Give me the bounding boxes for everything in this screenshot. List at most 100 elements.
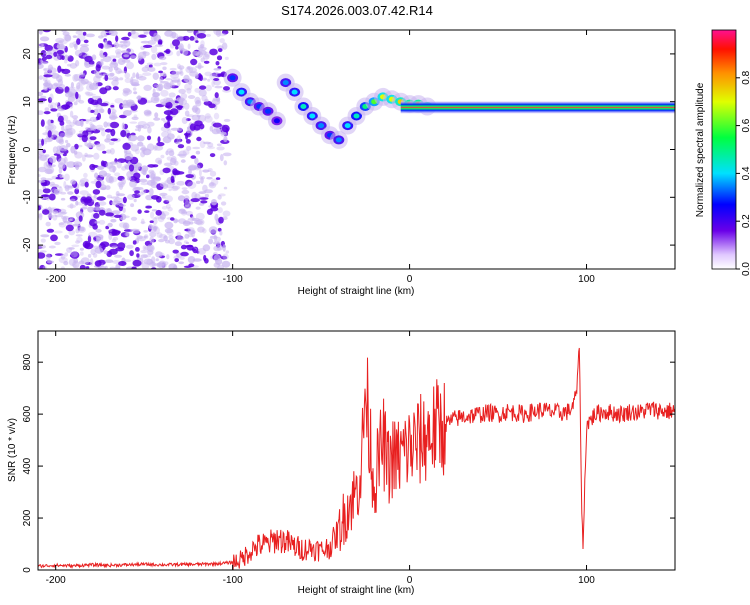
heatmap-trace-core (309, 113, 316, 119)
heatmap-speckle (143, 31, 149, 35)
heatmap-speckle (117, 181, 125, 188)
heatmap-speckle (164, 239, 171, 244)
heatmap-speckle (198, 46, 207, 51)
heatmap-speckle (89, 163, 96, 171)
heatmap-speckle (187, 256, 196, 264)
heatmap-speckle (110, 104, 115, 108)
heatmap-speckle (91, 95, 102, 99)
heatmap-speckle (155, 251, 163, 258)
heatmap-speckle (197, 62, 202, 70)
heatmap-speckle (164, 30, 174, 37)
heatmap-speckle (197, 226, 205, 233)
heatmap-speckle (42, 149, 46, 154)
heatmap-speckle (212, 97, 221, 102)
heatmap-speckle (116, 51, 121, 59)
y-tick-label: -20 (22, 237, 33, 252)
heatmap-speckle (178, 48, 186, 53)
snr-y-ticks: 0 200 400 600 800 (22, 353, 675, 573)
heatmap-trace-core (344, 123, 351, 129)
heatmap-y-ticks: -20 -10 0 10 20 (22, 48, 675, 252)
heatmap-speckle (187, 181, 197, 189)
heatmap-speckle (195, 100, 202, 107)
heatmap-speckle (186, 30, 194, 33)
heatmap-speckle (59, 191, 67, 195)
heatmap-speckle (130, 216, 138, 221)
heatmap-speckle (109, 72, 115, 77)
heatmap-speckle (177, 138, 183, 142)
heatmap-speckle (160, 62, 168, 66)
heatmap-speckle (114, 77, 120, 82)
heatmap-speckle (143, 235, 148, 238)
heatmap-speckle (123, 259, 132, 263)
heatmap-speckle (174, 258, 179, 263)
heatmap-speckle (39, 250, 47, 253)
heatmap-speckle (172, 168, 178, 176)
colorbar-tick-label: 0.8 (741, 70, 750, 84)
heatmap-speckle (201, 95, 208, 102)
heatmap-speckle (122, 142, 131, 150)
heatmap-speckle (140, 249, 148, 254)
heatmap-speckle (75, 200, 79, 206)
heatmap-speckle (73, 101, 78, 106)
heatmap-x-label: Height of straight line (km) (298, 286, 415, 297)
heatmap-speckle (57, 211, 67, 215)
heatmap-speckle (66, 247, 73, 254)
heatmap-speckle (88, 63, 94, 67)
heatmap-speckle (197, 50, 202, 55)
heatmap-speckle (75, 162, 80, 171)
heatmap-speckle (96, 143, 106, 151)
heatmap-speckle (196, 250, 200, 254)
heatmap-speckle (43, 137, 53, 143)
heatmap-speckle (223, 136, 228, 143)
heatmap-speckle (158, 238, 165, 243)
heatmap-speckle (64, 86, 70, 94)
heatmap-speckle (155, 209, 162, 216)
heatmap-speckle (67, 204, 77, 209)
heatmap-speckle (150, 173, 156, 181)
heatmap-speckle (209, 73, 217, 77)
heatmap-speckle (113, 214, 122, 218)
heatmap-speckle (69, 62, 78, 69)
heatmap-speckle (135, 247, 140, 252)
heatmap-speckle (164, 228, 174, 234)
heatmap-speckle (163, 97, 171, 103)
heatmap-speckle (156, 262, 163, 268)
heatmap-speckle (63, 181, 67, 189)
heatmap-speckle (57, 115, 64, 123)
heatmap-speckle (108, 233, 113, 240)
heatmap-speckle (87, 93, 96, 96)
heatmap-speckle (183, 195, 190, 201)
heatmap-speckle (92, 252, 98, 258)
heatmap-speckle (157, 136, 161, 143)
heatmap-speckle (94, 141, 100, 145)
heatmap-speckle (151, 35, 155, 41)
heatmap-speckle (80, 119, 84, 127)
heatmap-speckle (123, 89, 133, 95)
heatmap-speckle (147, 164, 156, 168)
heatmap-speckle (195, 40, 199, 43)
heatmap-speckle (107, 77, 114, 80)
heatmap-speckle (124, 225, 128, 230)
heatmap-speckle (189, 36, 195, 41)
heatmap-speckle (67, 55, 74, 62)
heatmap-speckle (184, 228, 191, 232)
heatmap-speckle (134, 128, 139, 131)
heatmap-speckle (179, 208, 186, 212)
heatmap-speckle (196, 136, 202, 142)
heatmap-speckle (203, 60, 210, 64)
heatmap-speckle (44, 125, 55, 130)
heatmap-speckle (149, 236, 155, 244)
heatmap-speckle (46, 260, 55, 264)
heatmap-speckle (121, 59, 131, 63)
heatmap-speckle (100, 102, 109, 107)
heatmap-speckle (43, 161, 48, 170)
heatmap-speckle (92, 119, 98, 122)
heatmap-speckle (141, 66, 149, 73)
heatmap-speckle (212, 122, 222, 128)
heatmap-speckle (204, 115, 213, 123)
heatmap-speckle (120, 130, 127, 138)
heatmap-speckle (140, 40, 150, 44)
heatmap-speckle (80, 257, 90, 265)
heatmap-speckle (187, 95, 196, 99)
heatmap-speckle (137, 209, 142, 214)
